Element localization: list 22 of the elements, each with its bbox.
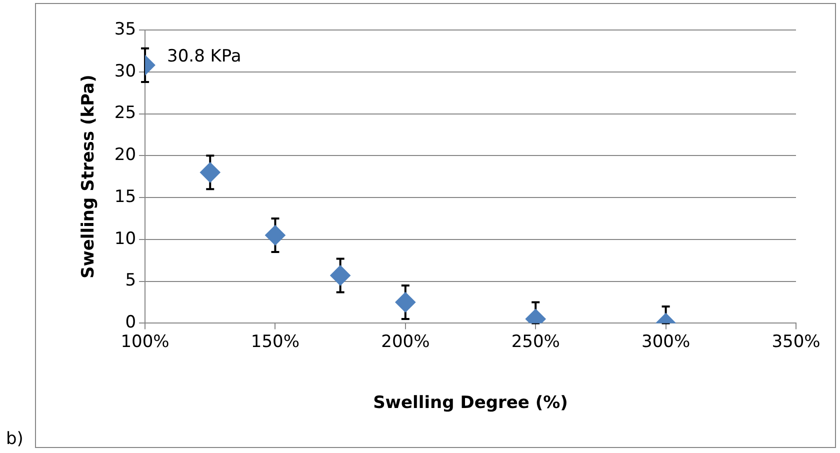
x-tick-label: 200%: [381, 332, 430, 352]
y-tick-label: 25: [114, 103, 136, 124]
point: [200, 162, 220, 182]
y-tick-label: 20: [114, 145, 136, 166]
y-tick-label: 0: [125, 312, 136, 333]
point: [395, 292, 416, 312]
y-tick-label: 5: [125, 270, 136, 291]
annotation: 30.8 KPa: [167, 46, 242, 67]
x-tick-label: 300%: [642, 332, 690, 352]
x-tick-label: 100%: [120, 332, 170, 352]
point: [330, 265, 350, 286]
x-tick-label: 150%: [250, 332, 300, 352]
x-axis-title: Swelling Degree (%): [373, 393, 568, 414]
y-tick-label: 35: [114, 19, 136, 40]
y-tick-label: 10: [114, 228, 136, 249]
y-tick-label: 15: [114, 186, 136, 207]
x-tick-label: 350%: [772, 332, 820, 352]
point: [265, 225, 286, 246]
x-tick-label: 250%: [511, 332, 560, 352]
text: b): [6, 428, 24, 449]
y-axis-title: Swelling Stress (kPa): [78, 74, 99, 279]
y-tick-label: 30: [114, 61, 136, 82]
